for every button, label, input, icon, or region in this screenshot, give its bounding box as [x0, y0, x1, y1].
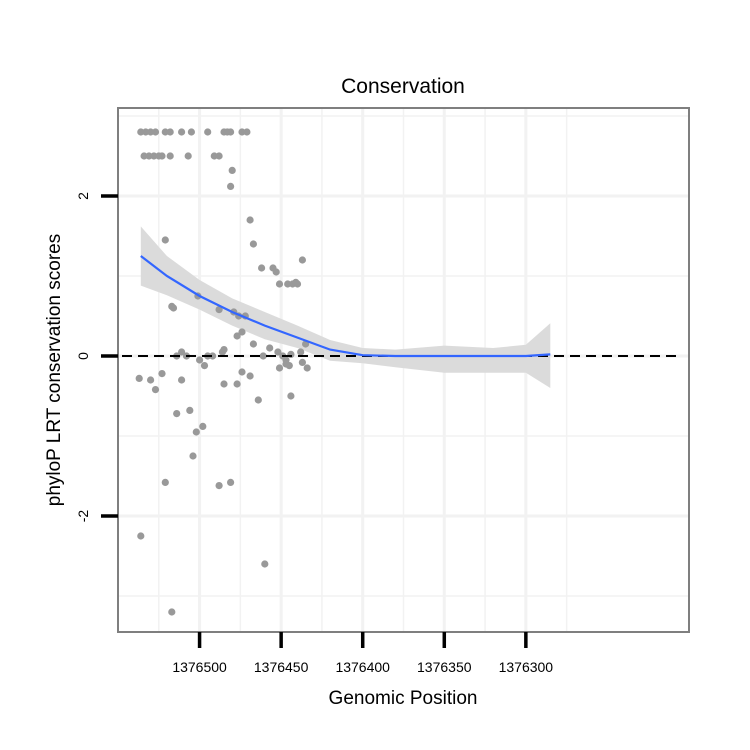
data-point	[298, 358, 306, 366]
data-point	[227, 182, 235, 190]
data-point	[200, 362, 209, 370]
data-point	[147, 376, 155, 384]
data-point	[151, 128, 160, 136]
data-point	[254, 396, 262, 404]
data-point	[292, 278, 300, 286]
confidence-band-layer	[140, 226, 551, 388]
data-point	[266, 344, 274, 352]
data-point	[166, 152, 174, 160]
data-point	[135, 374, 143, 382]
data-point	[178, 348, 186, 356]
x-tick-label: 1376500	[172, 659, 227, 675]
x-tick-label: 1376300	[499, 659, 554, 675]
x-tick-label: 1376350	[417, 659, 472, 675]
y-tick-label: 0	[75, 352, 91, 360]
y-tick-label: -2	[75, 510, 91, 523]
data-point	[173, 410, 181, 418]
data-point	[227, 478, 235, 486]
data-point	[258, 264, 266, 272]
x-tick-label: 1376400	[335, 659, 390, 675]
data-point	[274, 348, 282, 356]
data-point	[161, 236, 169, 244]
data-point	[137, 532, 145, 540]
y-tick-label: 2	[75, 192, 91, 200]
data-point	[168, 608, 176, 616]
data-point	[161, 478, 169, 486]
data-point	[158, 152, 166, 160]
data-point	[246, 372, 254, 380]
data-point	[166, 128, 174, 136]
data-point	[169, 304, 178, 312]
data-point	[187, 128, 195, 136]
data-point	[218, 348, 226, 356]
data-point	[238, 328, 246, 336]
data-point	[298, 256, 306, 264]
data-point	[233, 332, 241, 340]
data-point	[297, 348, 305, 356]
x-tick-label: 1376450	[254, 659, 309, 675]
data-point	[238, 368, 246, 376]
data-point	[186, 406, 194, 414]
data-point	[275, 280, 284, 288]
data-point	[178, 128, 186, 136]
data-point	[158, 370, 166, 378]
data-point	[215, 152, 223, 160]
data-point	[215, 482, 223, 490]
data-point	[246, 216, 254, 224]
data-point	[227, 128, 235, 136]
data-point	[303, 364, 311, 372]
data-point	[243, 128, 251, 136]
data-point	[215, 306, 223, 314]
smooth-trend-line	[140, 255, 551, 358]
line-layer	[122, 255, 681, 358]
data-point	[220, 380, 228, 388]
data-point	[192, 428, 200, 436]
data-point	[249, 240, 257, 248]
confidence-band	[140, 226, 551, 388]
data-point	[189, 452, 197, 460]
data-point	[204, 128, 212, 136]
data-point	[199, 422, 207, 430]
data-point	[228, 166, 236, 174]
panel-border	[117, 107, 690, 633]
data-point	[272, 268, 280, 276]
x-axis-label: Genomic Position	[329, 688, 478, 709]
data-point	[261, 560, 269, 568]
data-point	[282, 360, 290, 368]
y-axis-label: phyloP LRT conservation scores	[44, 234, 65, 507]
axis-layer: 1376500 1376450 1376400 1376350 1376300 -2 0 2	[75, 192, 553, 675]
data-point	[259, 352, 267, 360]
data-point	[275, 364, 284, 372]
data-point	[233, 380, 241, 388]
data-point	[184, 152, 192, 160]
data-point	[178, 376, 186, 384]
chart-title: Conservation	[341, 75, 465, 98]
data-point	[287, 392, 295, 400]
data-point	[151, 386, 160, 394]
data-point	[196, 356, 204, 364]
data-point	[209, 352, 217, 360]
data-point	[249, 340, 257, 348]
